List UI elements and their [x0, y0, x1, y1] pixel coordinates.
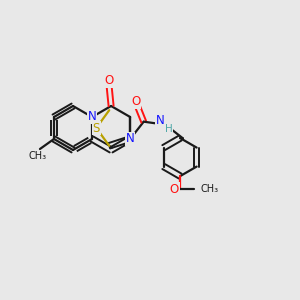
- Text: O: O: [104, 74, 114, 88]
- Text: N: N: [88, 110, 96, 124]
- Text: S: S: [93, 122, 100, 134]
- Text: N: N: [156, 114, 165, 127]
- Text: N: N: [126, 133, 134, 146]
- Text: H: H: [165, 124, 172, 134]
- Text: O: O: [169, 183, 179, 196]
- Text: CH₃: CH₃: [200, 184, 218, 194]
- Text: O: O: [131, 95, 140, 108]
- Text: CH₃: CH₃: [29, 151, 47, 161]
